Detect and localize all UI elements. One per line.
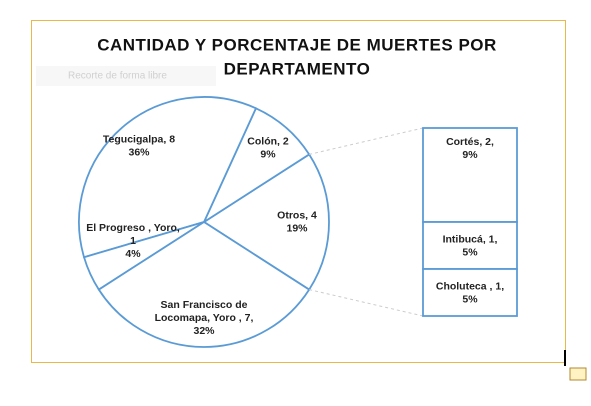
ghost-tooltip-text: Recorte de forma libre [68,71,167,82]
slice-label: 1 [130,235,136,247]
pie-slice [78,96,258,259]
slice-label: Locomapa, Yoro , 7, [155,312,254,324]
slice-percent: 32% [193,325,215,337]
connector [309,127,424,155]
pie-slice [97,220,311,348]
ghost-tooltip [36,66,216,86]
bar-percent: 5% [462,293,478,305]
pie-slice [202,153,330,291]
connector [309,289,424,317]
slice-label: El Progreso , Yoro, [86,222,180,234]
slice-percent: 4% [125,248,141,260]
bar-percent: 5% [462,246,478,258]
chart-title: DEPARTAMENTO [224,59,371,78]
slice-label: Otros, 4 [277,209,317,221]
bar-label: Cortés, 2, [446,136,494,148]
slice-label: San Francisco de [161,299,248,311]
bar-segment [422,268,518,317]
slice-label: Colón, 2 [247,135,289,147]
paste-icon[interactable] [569,367,587,381]
bar-segment [422,221,518,270]
bar-percent: 9% [462,149,478,161]
bar-label: Intibucá, 1, [443,233,498,245]
slice-label: Tegucigalpa, 8 [103,133,175,145]
slice-percent: 9% [260,148,276,160]
chart-title: CANTIDAD Y PORCENTAJE DE MUERTES POR [97,35,497,54]
bar-label: Choluteca , 1, [436,280,504,292]
slice-percent: 36% [128,146,150,158]
slice-percent: 19% [286,222,308,234]
